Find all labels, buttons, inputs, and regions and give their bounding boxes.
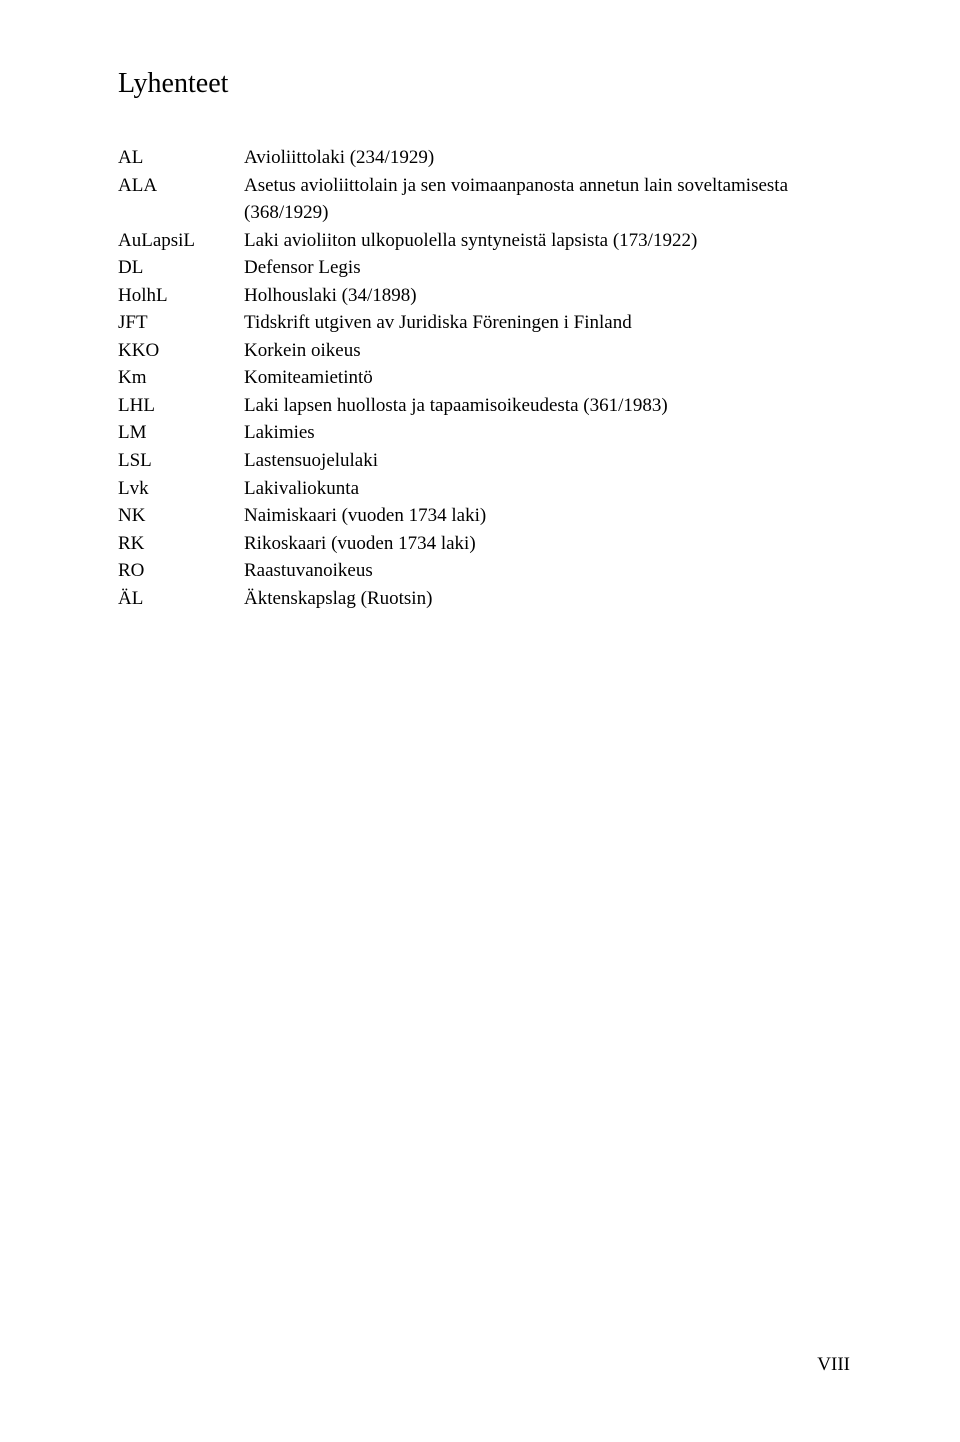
abbr-definition: Naimiskaari (vuoden 1734 laki) <box>244 502 852 530</box>
list-item: ÄL Äktenskapslag (Ruotsin) <box>118 585 852 613</box>
page-number: VIII <box>817 1354 850 1376</box>
list-item: RK Rikoskaari (vuoden 1734 laki) <box>118 530 852 558</box>
abbr-definition: Komiteamietintö <box>244 364 852 392</box>
abbr-term: KKO <box>118 337 244 365</box>
abbr-term: Km <box>118 364 244 392</box>
abbr-term: LSL <box>118 447 244 475</box>
abbr-definition: Holhouslaki (34/1898) <box>244 282 852 310</box>
abbr-definition: Laki lapsen huollosta ja tapaamisoikeude… <box>244 392 852 420</box>
abbr-definition: Lastensuojelulaki <box>244 447 852 475</box>
abbr-term: LM <box>118 419 244 447</box>
abbr-term: DL <box>118 254 244 282</box>
abbr-term: LHL <box>118 392 244 420</box>
list-item: KKO Korkein oikeus <box>118 337 852 365</box>
abbr-term: JFT <box>118 309 244 337</box>
abbr-term: Lvk <box>118 475 244 503</box>
abbr-term: ALA <box>118 172 244 200</box>
list-item: LM Lakimies <box>118 419 852 447</box>
abbr-definition: Asetus avioliittolain ja sen voimaanpano… <box>244 172 852 227</box>
abbr-definition: Rikoskaari (vuoden 1734 laki) <box>244 530 852 558</box>
abbr-term: NK <box>118 502 244 530</box>
abbr-term: AL <box>118 144 244 172</box>
abbr-term: HolhL <box>118 282 244 310</box>
list-item: AL Avioliittolaki (234/1929) <box>118 144 852 172</box>
list-item: HolhL Holhouslaki (34/1898) <box>118 282 852 310</box>
list-item: RO Raastuvanoikeus <box>118 557 852 585</box>
list-item: ALA Asetus avioliittolain ja sen voimaan… <box>118 172 852 227</box>
abbr-definition: Tidskrift utgiven av Juridiska Föreninge… <box>244 309 852 337</box>
abbr-definition: Lakimies <box>244 419 852 447</box>
abbr-term: RK <box>118 530 244 558</box>
page-heading: Lyhenteet <box>118 68 852 100</box>
list-item: Lvk Lakivaliokunta <box>118 475 852 503</box>
abbr-definition: Laki avioliiton ulkopuolella syntyneistä… <box>244 227 852 255</box>
abbr-definition: Äktenskapslag (Ruotsin) <box>244 585 852 613</box>
list-item: DL Defensor Legis <box>118 254 852 282</box>
abbr-definition: Defensor Legis <box>244 254 852 282</box>
list-item: Km Komiteamietintö <box>118 364 852 392</box>
abbr-term: AuLapsiL <box>118 227 244 255</box>
list-item: AuLapsiL Laki avioliiton ulkopuolella sy… <box>118 227 852 255</box>
abbreviation-list: AL Avioliittolaki (234/1929) ALA Asetus … <box>118 144 852 612</box>
abbr-definition: Raastuvanoikeus <box>244 557 852 585</box>
abbr-definition: Avioliittolaki (234/1929) <box>244 144 852 172</box>
abbr-definition: Lakivaliokunta <box>244 475 852 503</box>
list-item: LSL Lastensuojelulaki <box>118 447 852 475</box>
abbr-term: ÄL <box>118 585 244 613</box>
abbr-term: RO <box>118 557 244 585</box>
list-item: LHL Laki lapsen huollosta ja tapaamisoik… <box>118 392 852 420</box>
abbr-definition: Korkein oikeus <box>244 337 852 365</box>
list-item: NK Naimiskaari (vuoden 1734 laki) <box>118 502 852 530</box>
list-item: JFT Tidskrift utgiven av Juridiska Fören… <box>118 309 852 337</box>
